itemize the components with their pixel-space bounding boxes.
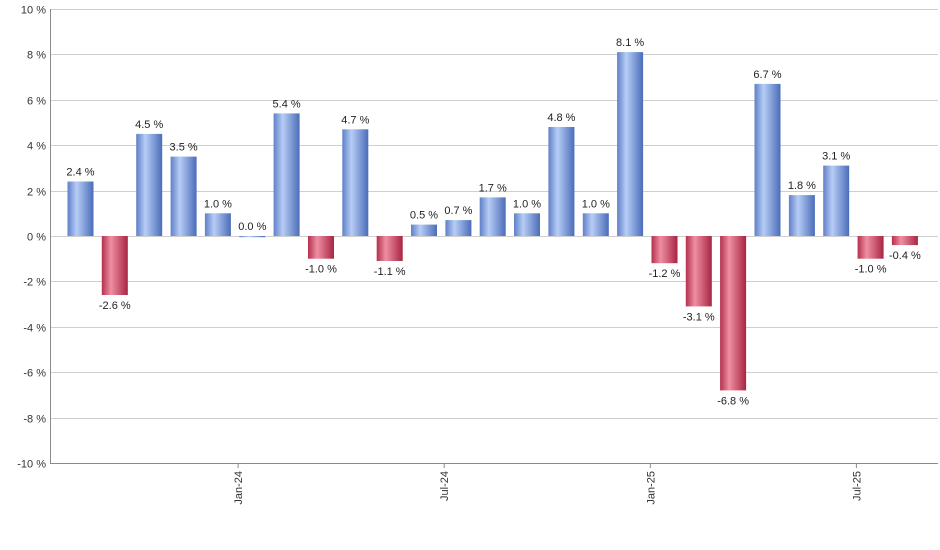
axes bbox=[50, 9, 938, 464]
bar-17 bbox=[651, 236, 678, 264]
bar-5 bbox=[239, 236, 266, 238]
bar-9 bbox=[376, 236, 403, 261]
y-tick-label: 6 % bbox=[27, 96, 46, 108]
bar-value-label: -1.1 % bbox=[374, 266, 406, 278]
bar-value-label: 4.5 % bbox=[135, 119, 163, 131]
bar-3 bbox=[170, 156, 197, 236]
bar-10 bbox=[411, 224, 437, 236]
bar-value-label: -1.2 % bbox=[649, 268, 681, 280]
bar-value-label: 6.7 % bbox=[753, 69, 781, 81]
x-axis-ticks: Jan-24 Jul-24 Jan-25 Jul-25 bbox=[233, 463, 863, 505]
y-axis-ticks: 10 % 8 % 6 % 4 % 2 % 0 % -2 % -4 % -6 % -8 % -10 % bbox=[17, 5, 46, 471]
bar-4 bbox=[204, 213, 231, 236]
y-tick-label: -6 % bbox=[23, 368, 46, 380]
x-tick-label: Jul-24 bbox=[439, 471, 451, 501]
y-tick-label: -2 % bbox=[23, 277, 46, 289]
bar-value-label: -0.4 % bbox=[889, 250, 921, 262]
bar-12 bbox=[479, 197, 506, 236]
bar-7 bbox=[308, 236, 334, 259]
bar-value-label: 1.8 % bbox=[788, 180, 816, 192]
bar-value-label: -2.6 % bbox=[99, 300, 131, 312]
x-tick-label: Jul-25 bbox=[851, 471, 863, 501]
bars bbox=[67, 52, 918, 391]
bar-value-label: -1.0 % bbox=[855, 264, 887, 276]
bar-value-label: 4.8 % bbox=[547, 112, 575, 124]
y-tick-label: -8 % bbox=[23, 414, 46, 426]
bar-19 bbox=[720, 236, 747, 391]
y-tick-label: 0 % bbox=[27, 232, 46, 244]
bar-18 bbox=[685, 236, 712, 307]
x-tick-label: Jan-24 bbox=[233, 471, 245, 505]
bar-value-label: -6.8 % bbox=[717, 395, 749, 407]
data-labels: 2.4 % -2.6 % 4.5 % 3.5 % 1.0 % 0.0 % 5.4 % -1.0… bbox=[66, 37, 921, 407]
bar-23 bbox=[857, 236, 884, 259]
bar-value-label: 0.5 % bbox=[410, 210, 438, 222]
bar-1 bbox=[101, 236, 128, 295]
bar-value-label: 3.1 % bbox=[822, 151, 850, 163]
bar-value-label: 8.1 % bbox=[616, 37, 644, 49]
bar-value-label: 5.4 % bbox=[273, 98, 301, 110]
bar-24 bbox=[891, 236, 918, 246]
bar-value-label: 1.7 % bbox=[479, 182, 507, 194]
bar-value-label: 1.0 % bbox=[204, 198, 232, 210]
bar-14 bbox=[548, 127, 575, 236]
y-tick-label: -10 % bbox=[17, 459, 46, 471]
bar-6 bbox=[273, 113, 300, 236]
bar-8 bbox=[342, 129, 369, 236]
bar-value-label: 4.7 % bbox=[341, 114, 369, 126]
bar-value-label: 3.5 % bbox=[170, 142, 198, 154]
bar-11 bbox=[445, 220, 472, 236]
bar-value-label: 0.7 % bbox=[444, 205, 472, 217]
y-tick-label: 4 % bbox=[27, 141, 46, 153]
y-tick-label: -4 % bbox=[23, 323, 46, 335]
bar-22 bbox=[823, 165, 850, 236]
y-tick-label: 10 % bbox=[21, 5, 46, 17]
bar-value-label: -1.0 % bbox=[305, 264, 337, 276]
bar-value-label: -3.1 % bbox=[683, 311, 715, 323]
bar-value-label: 0.0 % bbox=[238, 221, 266, 233]
bar-13 bbox=[514, 213, 540, 236]
bar-2 bbox=[136, 133, 163, 236]
bar-value-label: 1.0 % bbox=[582, 198, 610, 210]
y-tick-label: 8 % bbox=[27, 50, 46, 62]
bar-value-label: 2.4 % bbox=[66, 167, 94, 179]
bar-15 bbox=[582, 213, 609, 236]
bar-value-label: 1.0 % bbox=[513, 198, 541, 210]
bar-20 bbox=[754, 83, 781, 237]
x-tick-label: Jan-25 bbox=[645, 471, 657, 505]
bar-16 bbox=[617, 52, 644, 236]
y-tick-label: 2 % bbox=[27, 187, 46, 199]
gridlines bbox=[50, 9, 938, 464]
bar-21 bbox=[788, 195, 815, 236]
bar-0 bbox=[67, 181, 94, 236]
